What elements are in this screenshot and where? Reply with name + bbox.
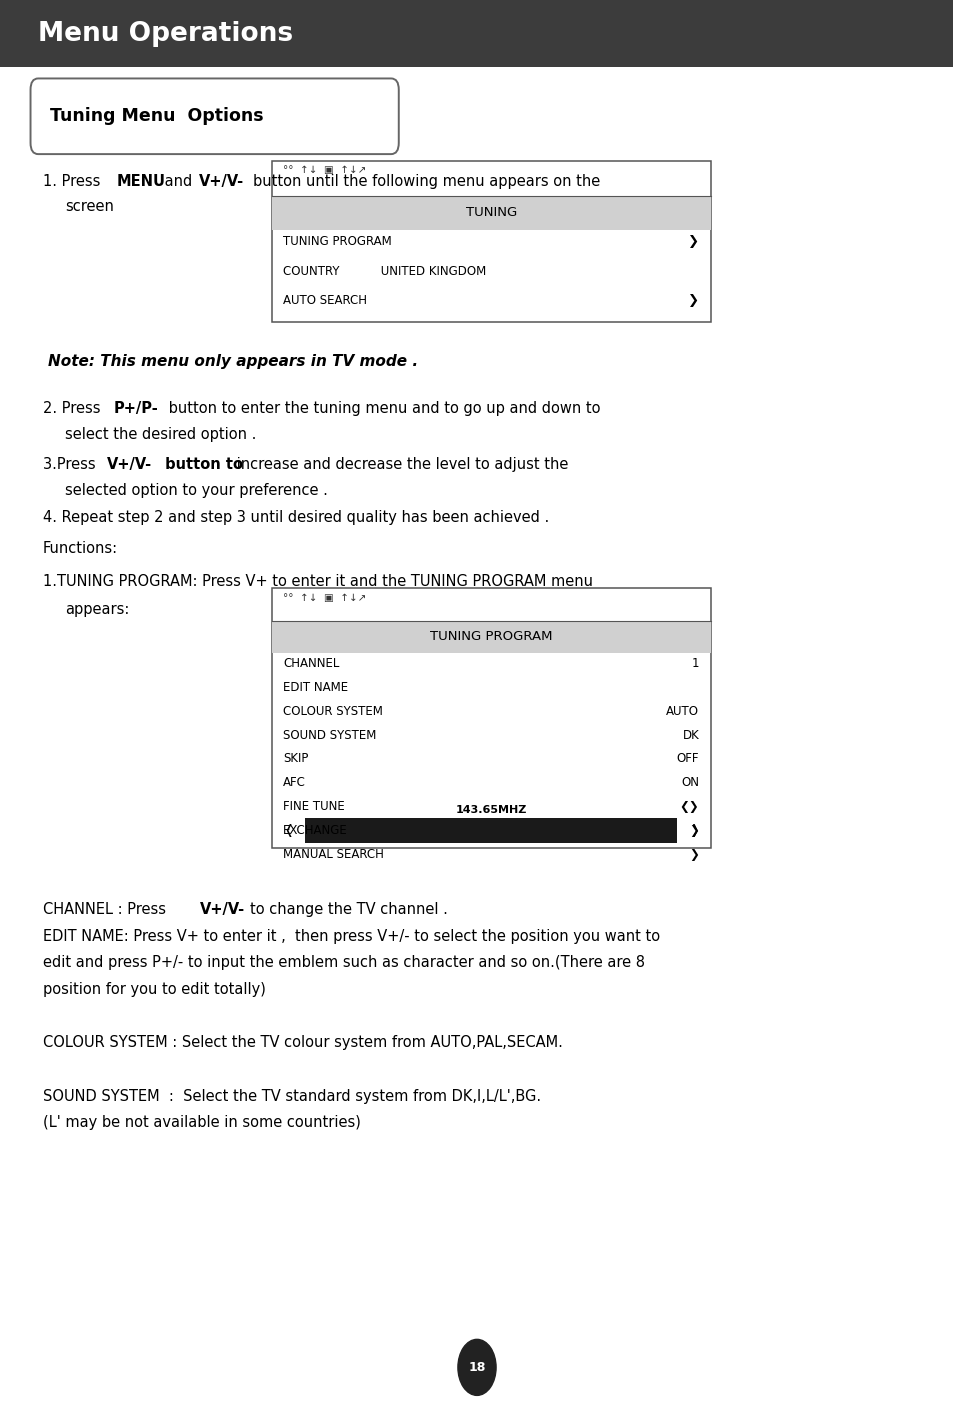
Bar	[272, 588, 710, 848]
Bar	[272, 161, 710, 322]
Text: V+/V-: V+/V-	[107, 457, 152, 472]
Text: TUNING PROGRAM: TUNING PROGRAM	[283, 235, 392, 248]
Text: select the desired option .: select the desired option .	[65, 427, 256, 443]
Text: ❯: ❯	[689, 824, 699, 836]
Text: EDIT NAME: EDIT NAME	[283, 681, 348, 693]
Text: 3.Press: 3.Press	[43, 457, 100, 472]
Text: 1: 1	[691, 657, 699, 670]
Text: 1. Press: 1. Press	[43, 174, 105, 189]
Text: COLOUR SYSTEM: COLOUR SYSTEM	[283, 705, 383, 717]
Text: edit and press P+/- to input the emblem such as character and so on.(There are 8: edit and press P+/- to input the emblem …	[43, 955, 644, 971]
Text: selected option to your preference .: selected option to your preference .	[65, 483, 328, 499]
Text: V+/V-: V+/V-	[200, 902, 245, 918]
Text: appears:: appears:	[65, 602, 129, 618]
Text: button to enter the tuning menu and to go up and down to: button to enter the tuning menu and to g…	[164, 401, 600, 416]
Text: 18: 18	[468, 1360, 485, 1374]
Text: ❯: ❯	[689, 848, 699, 860]
Text: (L' may be not available in some countries): (L' may be not available in some countri…	[43, 1115, 360, 1131]
Text: CHANNEL : Press: CHANNEL : Press	[43, 902, 171, 918]
Text: Menu Operations: Menu Operations	[38, 21, 293, 46]
Text: P+/P-: P+/P-	[113, 401, 158, 416]
Text: position for you to edit totally): position for you to edit totally)	[43, 982, 266, 998]
Text: V+/V-: V+/V-	[198, 174, 243, 189]
Text: ❮❯: ❮❯	[679, 800, 699, 813]
Text: ❬: ❬	[283, 824, 294, 838]
Text: OFF: OFF	[676, 752, 699, 765]
Text: EXCHANGE: EXCHANGE	[283, 824, 348, 836]
Bar	[0, 0, 953, 67]
Text: 1.TUNING PROGRAM: Press V+ to enter it and the TUNING PROGRAM menu: 1.TUNING PROGRAM: Press V+ to enter it a…	[43, 574, 593, 590]
Text: ON: ON	[680, 776, 699, 789]
Text: MANUAL SEARCH: MANUAL SEARCH	[283, 848, 384, 860]
Text: Functions:: Functions:	[43, 541, 118, 556]
Text: 4. Repeat step 2 and step 3 until desired quality has been achieved .: 4. Repeat step 2 and step 3 until desire…	[43, 510, 549, 525]
FancyBboxPatch shape	[30, 78, 398, 154]
Text: MENU: MENU	[116, 174, 165, 189]
Circle shape	[457, 1339, 496, 1395]
Text: CHANNEL: CHANNEL	[283, 657, 339, 670]
Text: Note: This menu only appears in TV mode .: Note: This menu only appears in TV mode …	[48, 354, 417, 370]
Text: FINE TUNE: FINE TUNE	[283, 800, 345, 813]
Text: Tuning Menu  Options: Tuning Menu Options	[50, 108, 263, 125]
Bar	[305, 818, 677, 843]
Text: 2. Press: 2. Press	[43, 401, 105, 416]
Text: button to: button to	[160, 457, 243, 472]
Text: 143.65MHZ: 143.65MHZ	[456, 806, 526, 815]
Text: SOUND SYSTEM  :  Select the TV standard system from DK,I,L/L',BG.: SOUND SYSTEM : Select the TV standard sy…	[43, 1089, 540, 1104]
Text: °°  ↑↓  ▣  ↑↓↗: °° ↑↓ ▣ ↑↓↗	[283, 165, 367, 175]
Text: TUNING PROGRAM: TUNING PROGRAM	[430, 630, 552, 643]
Bar	[272, 621, 710, 653]
Text: ❯: ❯	[687, 294, 699, 307]
Text: DK: DK	[681, 729, 699, 741]
Text: and: and	[160, 174, 197, 189]
Text: increase and decrease the level to adjust the: increase and decrease the level to adjus…	[232, 457, 568, 472]
Text: to change the TV channel .: to change the TV channel .	[250, 902, 447, 918]
Text: COLOUR SYSTEM : Select the TV colour system from AUTO,PAL,SECAM.: COLOUR SYSTEM : Select the TV colour sys…	[43, 1035, 562, 1051]
Text: ❭: ❭	[688, 824, 699, 838]
Text: SOUND SYSTEM: SOUND SYSTEM	[283, 729, 376, 741]
Text: screen: screen	[65, 199, 113, 214]
Text: AFC: AFC	[283, 776, 306, 789]
Text: button until the following menu appears on the: button until the following menu appears …	[253, 174, 599, 189]
Text: TUNING: TUNING	[465, 206, 517, 220]
Text: AUTO SEARCH: AUTO SEARCH	[283, 294, 367, 307]
Text: ❯: ❯	[687, 235, 699, 248]
Text: SKIP: SKIP	[283, 752, 309, 765]
Text: °°  ↑↓  ▣  ↑↓↗: °° ↑↓ ▣ ↑↓↗	[283, 593, 367, 602]
Text: AUTO: AUTO	[665, 705, 699, 717]
Text: EDIT NAME: Press V+ to enter it ,  then press V+/- to select the position you wa: EDIT NAME: Press V+ to enter it , then p…	[43, 929, 659, 944]
Text: COUNTRY           UNITED KINGDOM: COUNTRY UNITED KINGDOM	[283, 265, 486, 277]
Bar	[272, 196, 710, 230]
